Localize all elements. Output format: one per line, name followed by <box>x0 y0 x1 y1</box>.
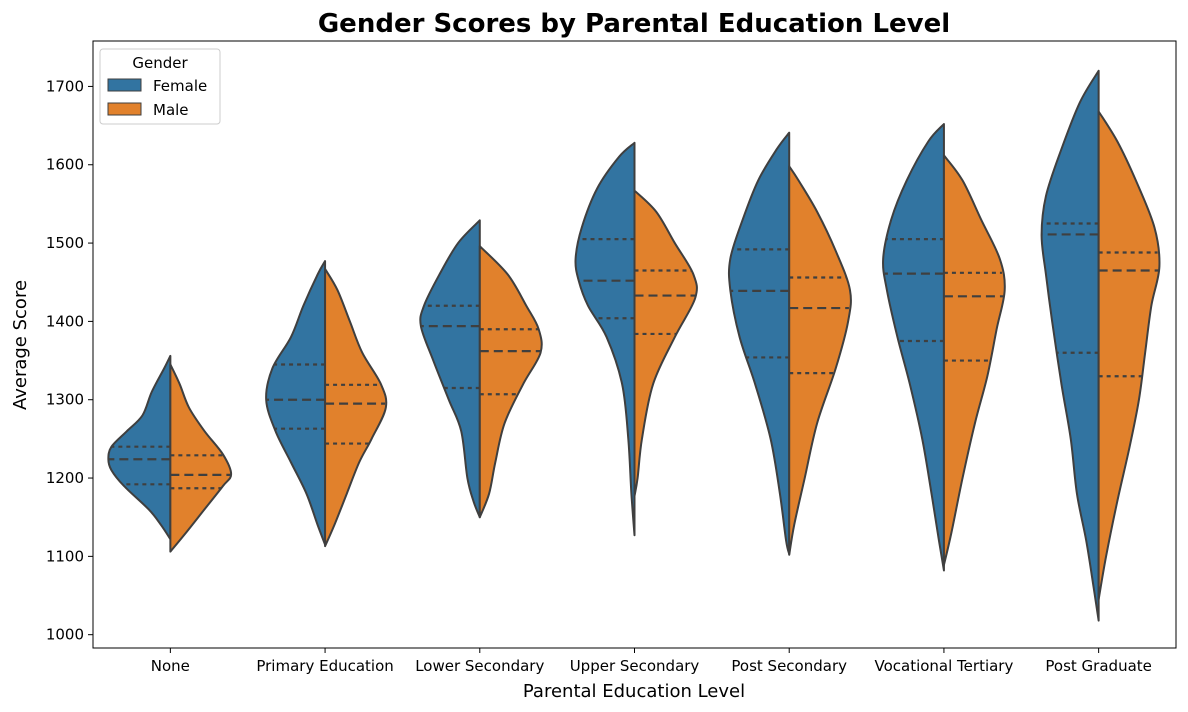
violin-male-6 <box>1097 110 1161 601</box>
violin-half-male <box>633 189 698 498</box>
legend-swatch-female <box>107 78 142 92</box>
violin-half-female <box>882 123 945 572</box>
axes-layer: 1000 1100 1200 1300 1400 1500 1600 1700 None Prim… <box>46 40 1177 675</box>
legend: Gender Female Male <box>99 48 221 125</box>
violin-male-2 <box>478 245 543 519</box>
violin-female-6 <box>1040 69 1100 622</box>
violin-half-male <box>942 154 1006 566</box>
violin-female-3 <box>574 141 636 537</box>
violin-male-0 <box>169 363 233 553</box>
y-tick-label: 1400 <box>46 312 84 330</box>
x-tick-label: Primary Education <box>256 657 393 675</box>
violin-half-male <box>788 165 852 556</box>
y-tick-label: 1000 <box>46 626 84 644</box>
y-tick-label: 1700 <box>46 77 84 95</box>
x-tick-label: None <box>151 657 190 675</box>
x-tick-label: Post Graduate <box>1045 657 1151 675</box>
violin-half-male <box>1097 110 1161 601</box>
legend-label-female: Female <box>153 77 207 95</box>
x-tick-label: Lower Secondary <box>415 657 544 675</box>
x-axis-label: Parental Education Level <box>523 681 745 702</box>
x-tick-label: Vocational Tertiary <box>874 657 1013 675</box>
violin-male-5 <box>942 154 1006 566</box>
violin-half-female <box>1040 69 1100 622</box>
x-tick-label: Post Secondary <box>731 657 847 675</box>
y-tick-label: 1600 <box>46 156 84 174</box>
y-tick-label: 1200 <box>46 469 84 487</box>
violin-female-5 <box>882 123 945 572</box>
legend-title: Gender <box>132 54 188 72</box>
chart-title: Gender Scores by Parental Education Leve… <box>318 9 950 39</box>
violin-male-4 <box>788 165 852 556</box>
violin-half-male <box>324 267 388 548</box>
violin-male-3 <box>633 189 698 498</box>
violin-female-4 <box>727 131 791 556</box>
violin-half-male <box>478 245 543 519</box>
violins-layer <box>107 69 1161 622</box>
violin-half-female <box>419 219 481 519</box>
y-tick-label: 1300 <box>46 391 84 409</box>
y-tick-label: 1100 <box>46 547 84 565</box>
violin-female-0 <box>107 354 172 541</box>
legend-label-male: Male <box>153 101 189 119</box>
legend-swatch-male <box>107 102 142 116</box>
violin-half-female <box>574 141 636 537</box>
violin-half-female <box>107 354 172 541</box>
violin-female-1 <box>265 260 327 546</box>
violin-half-male <box>169 363 233 553</box>
violin-female-2 <box>419 219 481 519</box>
x-tick-label: Upper Secondary <box>570 657 700 675</box>
violin-male-1 <box>324 267 388 548</box>
violin-half-female <box>265 260 327 546</box>
y-axis-label: Average Score <box>10 280 31 410</box>
y-tick-label: 1500 <box>46 234 84 252</box>
violin-half-female <box>727 131 791 556</box>
